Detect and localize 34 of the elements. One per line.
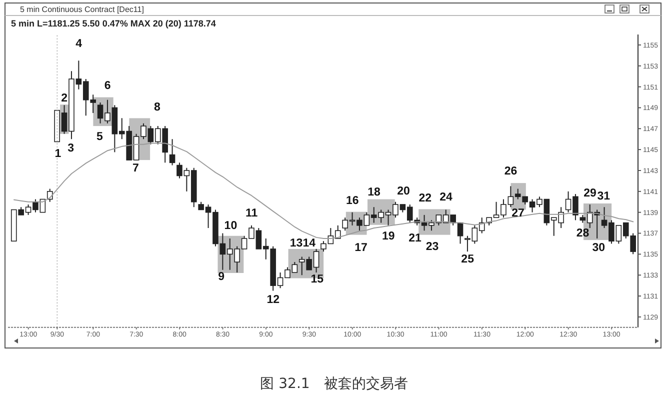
chart-subtitle: 5 min L=1181.25 5.50 0.47% MAX 20 (20) 1178.74 [11,18,216,28]
annotation: 15 [310,273,324,286]
annotation: 29 [584,188,596,200]
annotation: 8 [154,102,162,114]
annotation: 17 [354,242,368,254]
chart-title: 5 min Continuous Contract [Dec11] [20,5,144,14]
annotation: 9 [218,271,225,284]
annotation: 16 [346,194,359,207]
annotation: 27 [512,207,524,220]
annotation: 25 [461,253,475,266]
annotation: 26 [504,166,518,178]
annotation: 24 [440,192,453,204]
annotation: 14 [302,238,316,250]
annotation: 23 [426,240,439,253]
annotation: 13 [290,238,303,250]
annotation: 31 [597,190,611,203]
annotation: 22 [418,192,432,205]
annotation: 1 [54,148,62,160]
annotation: 12 [266,294,280,306]
annotation: 30 [592,242,606,254]
annotation: 3 [68,142,74,155]
annotation: 10 [224,220,238,232]
annotation: 6 [104,80,111,92]
annotation: 5 [96,131,104,144]
annotation: 28 [576,227,590,240]
annotation: 2 [61,92,68,104]
annotation: 21 [408,232,422,244]
annotation: 20 [397,185,410,198]
annotation: 19 [382,230,395,242]
annotation: 11 [245,207,258,220]
annotation: 18 [368,186,381,198]
caption: 图 32.1 被套的交易者 [260,376,408,392]
annotation: 7 [132,162,139,174]
annotation: 4 [76,38,83,50]
